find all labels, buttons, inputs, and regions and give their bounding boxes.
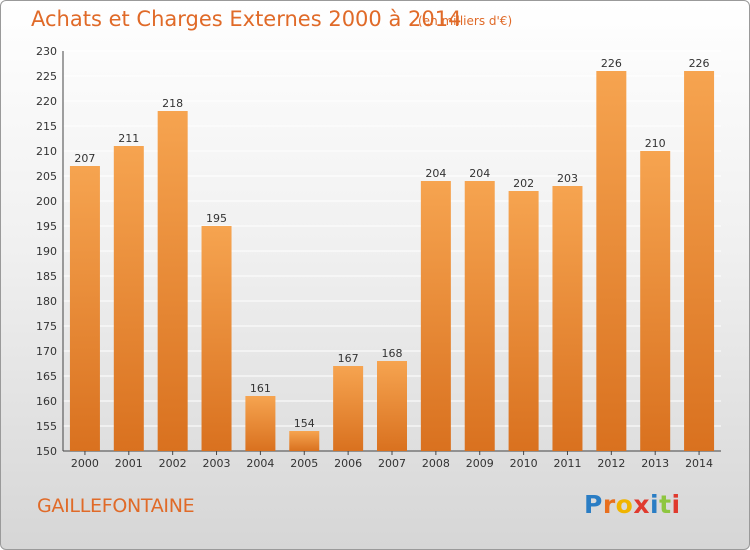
y-tick-label: 195 [36, 220, 57, 233]
y-tick-label: 215 [36, 120, 57, 133]
x-tick-label: 2011 [553, 457, 581, 470]
value-label: 211 [118, 132, 139, 145]
value-label: 167 [338, 352, 359, 365]
y-tick-label: 155 [36, 420, 57, 433]
x-tick-label: 2006 [334, 457, 362, 470]
value-label: 195 [206, 212, 227, 225]
x-tick-label: 2012 [597, 457, 625, 470]
chart-title: Achats et Charges Externes 2000 à 2014 [31, 7, 462, 31]
y-tick-label: 170 [36, 345, 57, 358]
value-label: 226 [601, 57, 622, 70]
y-tick-label: 220 [36, 95, 57, 108]
y-tick-label: 200 [36, 195, 57, 208]
x-tick-labels: 2000 2001 2002 2003 2004 2005 2006 2007 2008 2009… [71, 457, 713, 470]
x-tick-label: 2007 [378, 457, 406, 470]
bar-2000 [69, 166, 100, 451]
value-label: 204 [425, 167, 446, 180]
bar-2014 [684, 71, 715, 451]
bar-2005 [289, 431, 320, 451]
proxiti-logo: Proxiti [584, 490, 681, 519]
value-label: 210 [645, 137, 666, 150]
y-tick-label: 175 [36, 320, 57, 333]
x-tick-label: 2002 [159, 457, 187, 470]
bar-2012 [596, 71, 627, 451]
bar-2008 [420, 181, 451, 451]
bar-2009 [464, 181, 495, 451]
bar-2007 [377, 361, 407, 451]
x-tick-label: 2014 [685, 457, 713, 470]
y-tick-label: 190 [36, 245, 57, 258]
bar-2013 [640, 151, 671, 451]
bar-2011 [552, 186, 583, 451]
bars [69, 71, 715, 451]
value-label: 161 [250, 382, 271, 395]
bar-2003 [201, 226, 232, 451]
bar-2002 [157, 111, 188, 451]
x-tick-label: 2000 [71, 457, 99, 470]
logo-letter: i [671, 490, 681, 519]
value-label: 204 [469, 167, 490, 180]
y-tick-label: 205 [36, 170, 57, 183]
x-tick-label: 2005 [290, 457, 318, 470]
logo-letter: t [659, 490, 672, 519]
y-tick-label: 210 [36, 145, 57, 158]
x-tick-label: 2004 [246, 457, 274, 470]
y-tick-label: 165 [36, 370, 57, 383]
y-tick-label: 160 [36, 395, 57, 408]
logo-letter: i [650, 490, 660, 519]
y-tick-label: 185 [36, 270, 57, 283]
bar-2001 [113, 146, 144, 451]
x-tick-label: 2009 [466, 457, 494, 470]
value-labels: 207 211 218 195 161 154 167 168 204 204 202 203 226 2… [74, 57, 709, 430]
x-tick-label: 2013 [641, 457, 669, 470]
value-label: 168 [382, 347, 403, 360]
chart-unit-subtitle: (en milliers d'€) [418, 14, 513, 28]
y-tick-labels: 150 155 160 165 170 175 180 185 190 195 200 205 210 2… [36, 45, 57, 458]
value-label: 202 [513, 177, 534, 190]
x-tick-label: 2001 [115, 457, 143, 470]
y-tick-label: 180 [36, 295, 57, 308]
value-label: 154 [294, 417, 315, 430]
x-tick-label: 2010 [510, 457, 538, 470]
logo-letter: P [584, 490, 603, 519]
y-tick-label: 225 [36, 70, 57, 83]
value-label: 226 [689, 57, 710, 70]
value-label: 207 [74, 152, 95, 165]
bar-2010 [508, 191, 539, 451]
commune-name: GAILLEFONTAINE [37, 495, 195, 517]
bar-2006 [333, 366, 364, 451]
y-tick-label: 150 [36, 445, 57, 458]
logo-letter: r [602, 490, 616, 519]
x-tick-label: 2003 [203, 457, 231, 470]
logo-letter: o [615, 490, 634, 519]
bar-2004 [245, 396, 276, 451]
value-label: 218 [162, 97, 183, 110]
logo-letter: x [633, 490, 650, 519]
value-label: 203 [557, 172, 578, 185]
x-tick-label: 2008 [422, 457, 450, 470]
y-tick-label: 230 [36, 45, 57, 58]
